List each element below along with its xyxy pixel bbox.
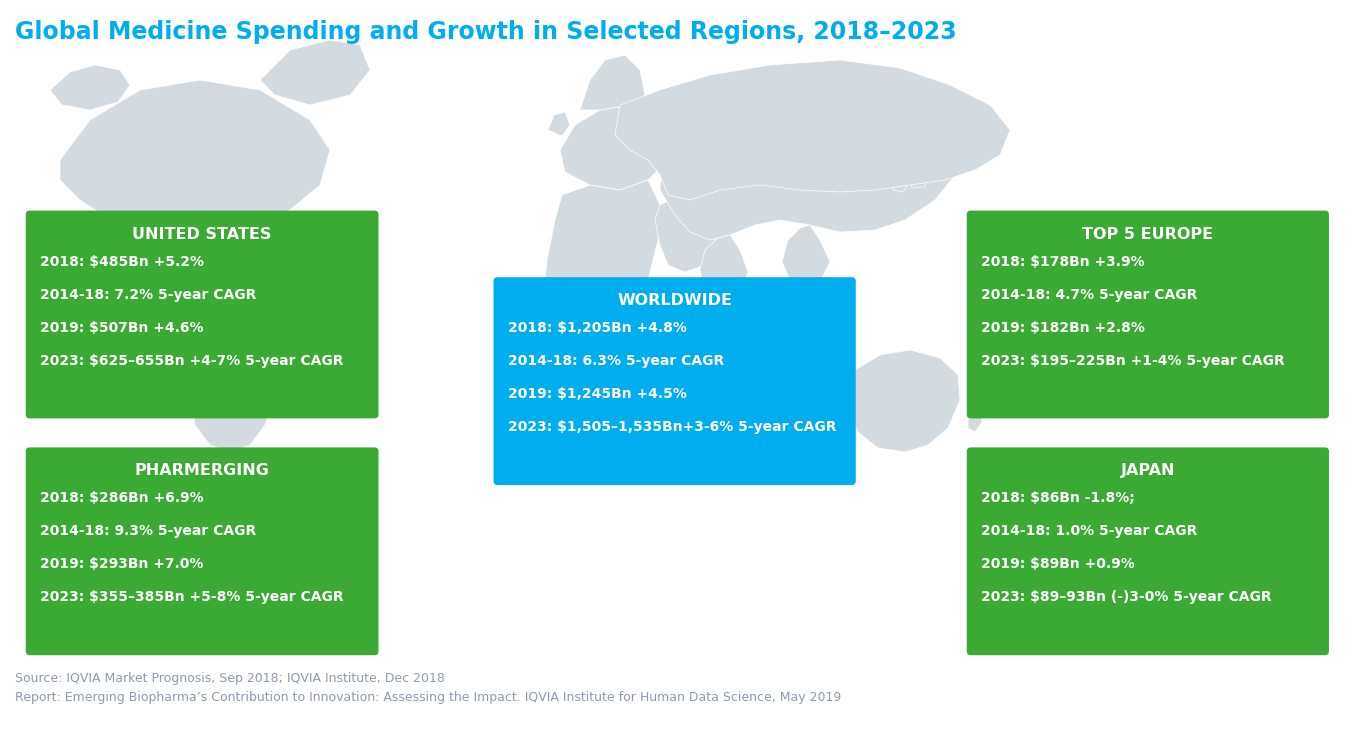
Polygon shape — [580, 55, 645, 110]
FancyBboxPatch shape — [26, 211, 379, 418]
Polygon shape — [654, 195, 725, 272]
Text: 2023: $89–93Bn (-)3-0% 5-year CAGR: 2023: $89–93Bn (-)3-0% 5-year CAGR — [980, 591, 1271, 605]
Polygon shape — [668, 285, 680, 310]
Text: 2019: $89Bn +0.9%: 2019: $89Bn +0.9% — [980, 557, 1134, 571]
Text: 2018: $1,205Bn +4.8%: 2018: $1,205Bn +4.8% — [507, 321, 687, 335]
Polygon shape — [250, 260, 270, 282]
Polygon shape — [260, 40, 370, 105]
Text: 2019: $1,245Bn +4.5%: 2019: $1,245Bn +4.5% — [507, 387, 687, 401]
Text: 2014-18: 1.0% 5-year CAGR: 2014-18: 1.0% 5-year CAGR — [980, 525, 1197, 539]
Polygon shape — [50, 65, 130, 110]
Text: 2014-18: 4.7% 5-year CAGR: 2014-18: 4.7% 5-year CAGR — [980, 288, 1197, 302]
Text: 2014-18: 6.3% 5-year CAGR: 2014-18: 6.3% 5-year CAGR — [507, 354, 723, 369]
FancyBboxPatch shape — [26, 448, 379, 655]
FancyBboxPatch shape — [967, 448, 1329, 655]
Text: 2019: $507Bn +4.6%: 2019: $507Bn +4.6% — [39, 320, 203, 334]
Polygon shape — [542, 180, 660, 385]
Polygon shape — [59, 80, 330, 260]
Text: 2023: $625–655Bn +4-7% 5-year CAGR: 2023: $625–655Bn +4-7% 5-year CAGR — [39, 354, 343, 368]
Polygon shape — [615, 60, 1010, 200]
Text: PHARMERGING: PHARMERGING — [135, 463, 269, 478]
Text: 2018: $286Bn +6.9%: 2018: $286Bn +6.9% — [39, 491, 203, 505]
FancyBboxPatch shape — [493, 278, 856, 485]
Polygon shape — [781, 225, 830, 288]
Text: WORLDWIDE: WORLDWIDE — [617, 293, 733, 308]
Text: 2023: $355–385Bn +5-8% 5-year CAGR: 2023: $355–385Bn +5-8% 5-year CAGR — [39, 591, 343, 605]
Polygon shape — [848, 350, 960, 452]
Text: 2018: $86Bn -1.8%;: 2018: $86Bn -1.8%; — [980, 491, 1134, 505]
Text: JAPAN: JAPAN — [1121, 463, 1175, 478]
Text: 2018: $485Bn +5.2%: 2018: $485Bn +5.2% — [39, 255, 204, 269]
Text: 2014-18: 9.3% 5-year CAGR: 2014-18: 9.3% 5-year CAGR — [39, 525, 256, 539]
Text: 2023: $1,505–1,535Bn+3-6% 5-year CAGR: 2023: $1,505–1,535Bn+3-6% 5-year CAGR — [507, 420, 836, 434]
Polygon shape — [191, 265, 289, 452]
Text: 2014-18: 7.2% 5-year CAGR: 2014-18: 7.2% 5-year CAGR — [39, 288, 256, 302]
Polygon shape — [548, 112, 571, 136]
Text: 2019: $182Bn +2.8%: 2019: $182Bn +2.8% — [980, 320, 1145, 334]
Polygon shape — [700, 235, 748, 302]
Text: Source: IQVIA Market Prognosis, Sep 2018; IQVIA Institute, Dec 2018
Report: Emer: Source: IQVIA Market Prognosis, Sep 2018… — [15, 672, 841, 704]
Polygon shape — [560, 105, 675, 190]
Polygon shape — [910, 162, 932, 188]
Text: TOP 5 EUROPE: TOP 5 EUROPE — [1083, 226, 1213, 241]
Text: 2019: $293Bn +7.0%: 2019: $293Bn +7.0% — [39, 557, 203, 571]
Polygon shape — [968, 405, 982, 432]
Text: Global Medicine Spending and Growth in Selected Regions, 2018–2023: Global Medicine Spending and Growth in S… — [15, 20, 957, 44]
FancyBboxPatch shape — [967, 211, 1329, 418]
Text: 2023: $195–225Bn +1-4% 5-year CAGR: 2023: $195–225Bn +1-4% 5-year CAGR — [980, 354, 1284, 368]
Text: 2018: $178Bn +3.9%: 2018: $178Bn +3.9% — [980, 255, 1144, 269]
Polygon shape — [894, 172, 910, 192]
Text: UNITED STATES: UNITED STATES — [132, 226, 272, 241]
Polygon shape — [660, 80, 960, 240]
